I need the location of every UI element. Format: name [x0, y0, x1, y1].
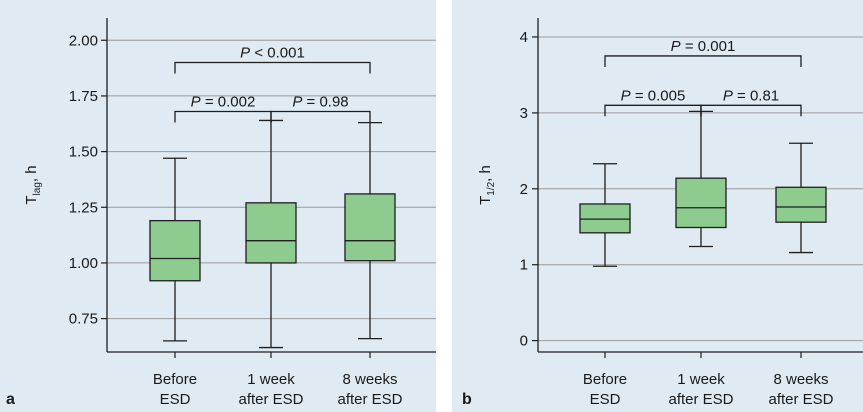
- box-3: [344, 122, 396, 340]
- significance-bracket: P = 0.001: [604, 38, 802, 67]
- category-label-line1: 1 week: [247, 371, 295, 388]
- significance-bracket: P = 0.98: [270, 94, 371, 123]
- category-label-line2: after ESD: [238, 391, 303, 408]
- panel-b: 0 1 2 3 4 Before ESD 1 week after ESD 8 weeks afte…: [452, 0, 863, 412]
- category-label-line1: Before: [153, 371, 197, 388]
- p-value-label: P = 0.005: [621, 87, 686, 104]
- category-label-line1: 8 weeks: [342, 371, 397, 388]
- iqr-box: [149, 219, 201, 282]
- iqr-box: [579, 203, 631, 234]
- panel-letter: b: [462, 391, 472, 408]
- significance-bracket: P < 0.001: [174, 45, 371, 74]
- y-tick-label: 2: [520, 181, 528, 198]
- y-tick-label: 0.75: [69, 311, 98, 328]
- iqr-box: [245, 202, 297, 264]
- p-value-label: P = 0.98: [292, 94, 348, 111]
- category-label-line1: 1 week: [677, 371, 725, 388]
- p-value-label: P = 0.81: [723, 87, 779, 104]
- category-label-line1: Before: [583, 371, 627, 388]
- category-label-line2: after ESD: [668, 391, 733, 408]
- y-tick-label: 1.50: [69, 144, 98, 161]
- box-1: [579, 163, 631, 267]
- significance-bracket: P = 0.81: [700, 87, 802, 117]
- panel-a: 0.75 1.00 1.25 1.50 1.75 2.00 Before ESD 1 week a…: [0, 0, 436, 412]
- box-1: [149, 157, 201, 342]
- y-tick-label: 2.00: [69, 32, 98, 49]
- iqr-box: [775, 186, 827, 223]
- y-tick-label: 3: [520, 105, 528, 122]
- category-label-line2: after ESD: [768, 391, 833, 408]
- y-tick-label: 1: [520, 257, 528, 274]
- y-tick-label: 4: [520, 29, 528, 46]
- y-tick-label: 0: [520, 333, 528, 350]
- category-label-line2: ESD: [590, 391, 621, 408]
- y-tick-label: 1.00: [69, 255, 98, 272]
- y-tick-label: 1.75: [69, 88, 98, 105]
- bracket-line: [174, 61, 371, 74]
- box-2: [245, 119, 297, 349]
- y-axis-label: Tlag, h: [23, 165, 43, 204]
- box-3: [775, 142, 827, 254]
- panel-letter: a: [6, 391, 15, 408]
- y-tick-label: 1.25: [69, 199, 98, 216]
- category-label-line2: after ESD: [337, 391, 402, 408]
- bracket-line: [270, 110, 371, 123]
- bracket-line: [700, 104, 802, 117]
- iqr-box: [675, 177, 727, 229]
- p-value-label: P = 0.002: [191, 94, 256, 111]
- p-value-label: P < 0.001: [240, 45, 305, 62]
- p-value-label: P = 0.001: [671, 38, 736, 55]
- category-label-line2: ESD: [160, 391, 191, 408]
- box-2: [675, 110, 727, 248]
- category-label-line1: 8 weeks: [773, 371, 828, 388]
- bracket-line: [604, 55, 802, 67]
- iqr-box: [344, 193, 396, 262]
- y-axis-label: T1/2, h: [477, 165, 497, 205]
